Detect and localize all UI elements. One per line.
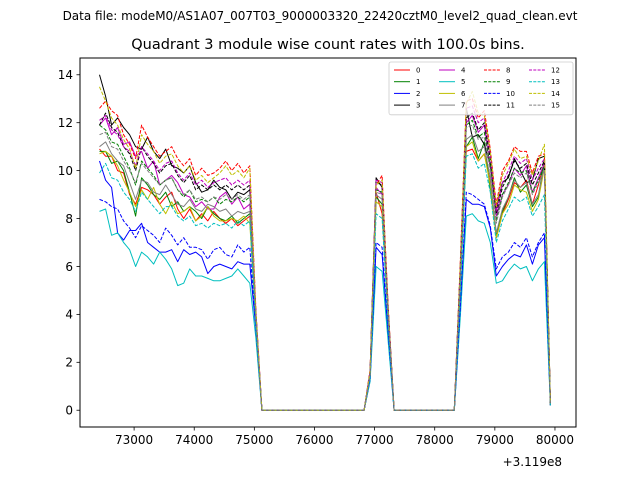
legend-label-13: 13 (551, 78, 560, 86)
legend-label-6: 6 (461, 90, 466, 98)
x-tick-label: 73000 (115, 433, 153, 447)
y-tick-label: 2 (65, 356, 73, 370)
y-tick-label: 0 (65, 404, 73, 418)
plot-area: 73000 74000 75000 76000 77000 78000 79000 80000… (58, 57, 577, 469)
legend-box (388, 61, 574, 116)
axes-frame (79, 57, 577, 428)
legend-label-11: 11 (506, 102, 515, 110)
legend-label-15: 15 (551, 102, 560, 110)
x-tick-label: 76000 (295, 433, 333, 447)
y-tick-label: 4 (65, 308, 73, 322)
y-axis: 0 2 4 6 8 10 12 14 (58, 68, 80, 418)
legend-label-7: 7 (461, 102, 465, 110)
legend-label-10: 10 (506, 90, 515, 98)
y-tick-label: 8 (65, 212, 73, 226)
x-tick-label: 80000 (536, 433, 574, 447)
legend-label-0: 0 (416, 67, 420, 75)
x-tick-label: 79000 (476, 433, 514, 447)
legend-label-12: 12 (551, 67, 560, 75)
y-tick-label: 10 (58, 164, 73, 178)
legend-label-9: 9 (506, 78, 510, 86)
legend-label-2: 2 (416, 90, 420, 98)
chart-title: Quadrant 3 module wise count rates with … (131, 37, 525, 53)
figure-suptitle: Data file: modeM0/AS1A07_007T03_90000033… (63, 9, 578, 23)
series-line-15 (99, 124, 551, 411)
x-axis: 73000 74000 75000 76000 77000 78000 79000 80000 (115, 427, 574, 447)
x-tick-label: 77000 (356, 433, 394, 447)
legend-label-5: 5 (461, 78, 465, 86)
y-tick-label: 6 (65, 260, 73, 274)
legend-label-8: 8 (506, 67, 510, 75)
y-tick-label: 14 (58, 68, 73, 82)
x-tick-label: 74000 (175, 433, 213, 447)
legend-label-3: 3 (416, 102, 420, 110)
legend-label-4: 4 (461, 67, 466, 75)
y-tick-label: 12 (58, 116, 73, 130)
x-tick-label: 75000 (235, 433, 273, 447)
series-layer (99, 74, 551, 411)
legend-label-14: 14 (551, 90, 560, 98)
x-offset-label: +3.119e8 (503, 455, 562, 469)
legend-label-1: 1 (416, 78, 420, 86)
x-tick-label: 78000 (416, 433, 454, 447)
